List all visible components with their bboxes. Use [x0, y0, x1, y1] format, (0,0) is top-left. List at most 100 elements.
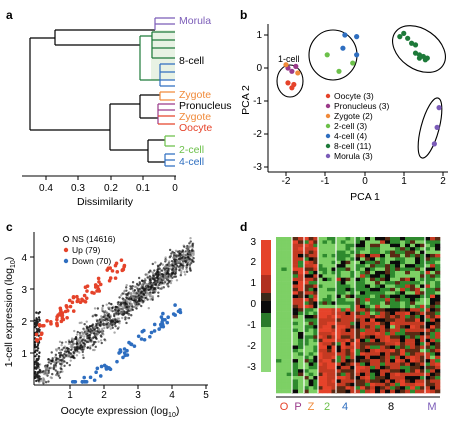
- d-cell-3-5-1: [360, 247, 366, 251]
- c-legend: NS (14616) Up (79) Down (70): [62, 234, 116, 266]
- d-cell-20-5-3: [370, 304, 376, 309]
- b-legend-1: Pronucleus (3): [334, 101, 389, 111]
- c-point-ns-1158: [102, 322, 105, 325]
- d-cell-30-5-13: [420, 338, 426, 343]
- d-cell-31-5-5: [380, 342, 386, 346]
- d-cell-15-5-4: [375, 287, 381, 292]
- d-cell-1-4-0: [336, 240, 342, 245]
- d-cell-42-5-8: [395, 379, 401, 384]
- d-cell-30-5-3: [370, 338, 376, 343]
- d-cell-35-5-5: [380, 355, 386, 360]
- c-point-streak-55: [34, 351, 37, 354]
- d-cell-21-6-0: [425, 308, 431, 312]
- d-cell-42-0-2: [286, 379, 293, 384]
- d-cell-44-4-2: [345, 386, 351, 390]
- d-cell-21-1-0: [292, 308, 299, 312]
- c-point-down-14: [92, 378, 97, 383]
- c-xtick-2: 3: [135, 390, 141, 401]
- a-xtick-2: 0.2: [104, 183, 118, 194]
- d-cell-7-6-0: [425, 260, 431, 265]
- d-cell-30-3-0: [318, 338, 323, 343]
- d-cell-20-6-0: [425, 304, 431, 309]
- d-cell-19-3-2: [327, 301, 332, 306]
- c-point-ns-1337: [92, 325, 96, 328]
- c-point-ns-1134: [163, 276, 167, 279]
- d-cell-44-2-1: [308, 386, 314, 390]
- d-cell-40-0-0: [276, 372, 282, 377]
- d-cell-37-5-12: [415, 362, 421, 367]
- d-cell-29-6-2: [435, 335, 441, 340]
- c-point-ns-1113: [82, 341, 85, 344]
- d-cell-19-5-4: [375, 301, 381, 306]
- d-cell-20-5-6: [385, 304, 391, 309]
- d-cell-5-3-0: [318, 253, 323, 258]
- d-cell-22-0-2: [286, 311, 293, 316]
- d-cell-35-6-1: [430, 355, 436, 360]
- c-point-ns-927: [171, 250, 174, 254]
- d-cell-36-5-11: [410, 359, 416, 363]
- d-cell-3-4-0: [336, 247, 342, 251]
- d-cell-24-5-9: [400, 318, 406, 323]
- d-cell-1-0-2: [286, 240, 293, 245]
- panel-d: d 3 2 1 0 -1 -2 -3 O P Z 2 4 8 M: [240, 220, 441, 413]
- d-cell-8-6-0: [425, 264, 431, 268]
- d-cell-18-2-0: [304, 298, 309, 302]
- d-cell-27-4-1: [340, 328, 346, 333]
- c-point-streak-61: [37, 347, 40, 350]
- d-cell-2-2-0: [304, 243, 309, 248]
- c-point-ns-1206: [151, 271, 154, 274]
- c-xtick-1: 2: [101, 390, 107, 401]
- d-col-8: 8: [388, 401, 394, 413]
- c-point-ns-1366: [86, 334, 89, 338]
- d-cell-22-3-1: [322, 311, 328, 316]
- d-cell-33-0-0: [276, 348, 282, 353]
- c-point-ns-1297: [137, 276, 141, 280]
- c-point-ns-1256: [182, 258, 185, 262]
- d-cell-44-0-0: [276, 386, 282, 390]
- c-xtick-4: 5: [203, 390, 209, 401]
- d-cell-9-4-2: [345, 267, 351, 272]
- c-point-ns-1259: [179, 257, 182, 260]
- c-point-ns-1100: [180, 250, 183, 253]
- d-cell-15-0-2: [286, 287, 293, 292]
- d-cell-5-5-11: [410, 253, 416, 258]
- d-cell-31-0-0: [276, 342, 282, 346]
- d-cell-18-5-2: [365, 298, 371, 302]
- d-cell-7-4-2: [345, 260, 351, 265]
- c-point-ns-1318: [131, 289, 135, 293]
- c-point-ns-349: [186, 244, 189, 248]
- d-cell-7-5-7: [390, 260, 396, 265]
- c-point-ns-464: [42, 377, 45, 380]
- c-point-ns-38: [51, 357, 54, 360]
- d-cell-24-1-0: [292, 318, 299, 323]
- d-cell-14-5-5: [380, 284, 386, 289]
- c-point-up-47: [76, 297, 80, 302]
- d-cell-14-5-8: [395, 284, 401, 289]
- c-point-ns-1268: [141, 301, 144, 304]
- d-cell-24-4-2: [345, 318, 351, 323]
- d-cell-42-3-1: [322, 379, 328, 384]
- d-cell-12-5-7: [390, 277, 396, 282]
- d-cell-43-5-10: [405, 382, 411, 387]
- d-cell-20-2-2: [313, 304, 319, 309]
- d-cell-6-5-13: [420, 257, 426, 262]
- b-legend-3: 2-cell (3): [334, 121, 367, 131]
- d-cell-15-5-12: [415, 287, 421, 292]
- d-cell-27-3-0: [318, 328, 323, 333]
- d-cell-45-5-13: [420, 389, 426, 394]
- d-cell-9-5-9: [400, 267, 406, 272]
- c-point-up-75: [114, 261, 119, 266]
- d-cell-14-3-2: [327, 284, 332, 289]
- c-point-down-66: [160, 322, 165, 327]
- d-cell-21-4-1: [340, 308, 346, 312]
- d-cell-32-5-0: [355, 345, 361, 350]
- d-cell-33-4-3: [350, 348, 356, 353]
- d-cell-15-5-2: [365, 287, 371, 292]
- c-point-ns-1269: [123, 302, 126, 305]
- c-point-ns-1368: [156, 275, 160, 278]
- d-cell-18-4-2: [345, 298, 351, 302]
- d-cell-0-4-0: [336, 237, 342, 241]
- c-point-ns-892: [70, 353, 73, 357]
- d-cell-37-2-2: [313, 362, 319, 367]
- d-cell-27-5-7: [390, 328, 396, 333]
